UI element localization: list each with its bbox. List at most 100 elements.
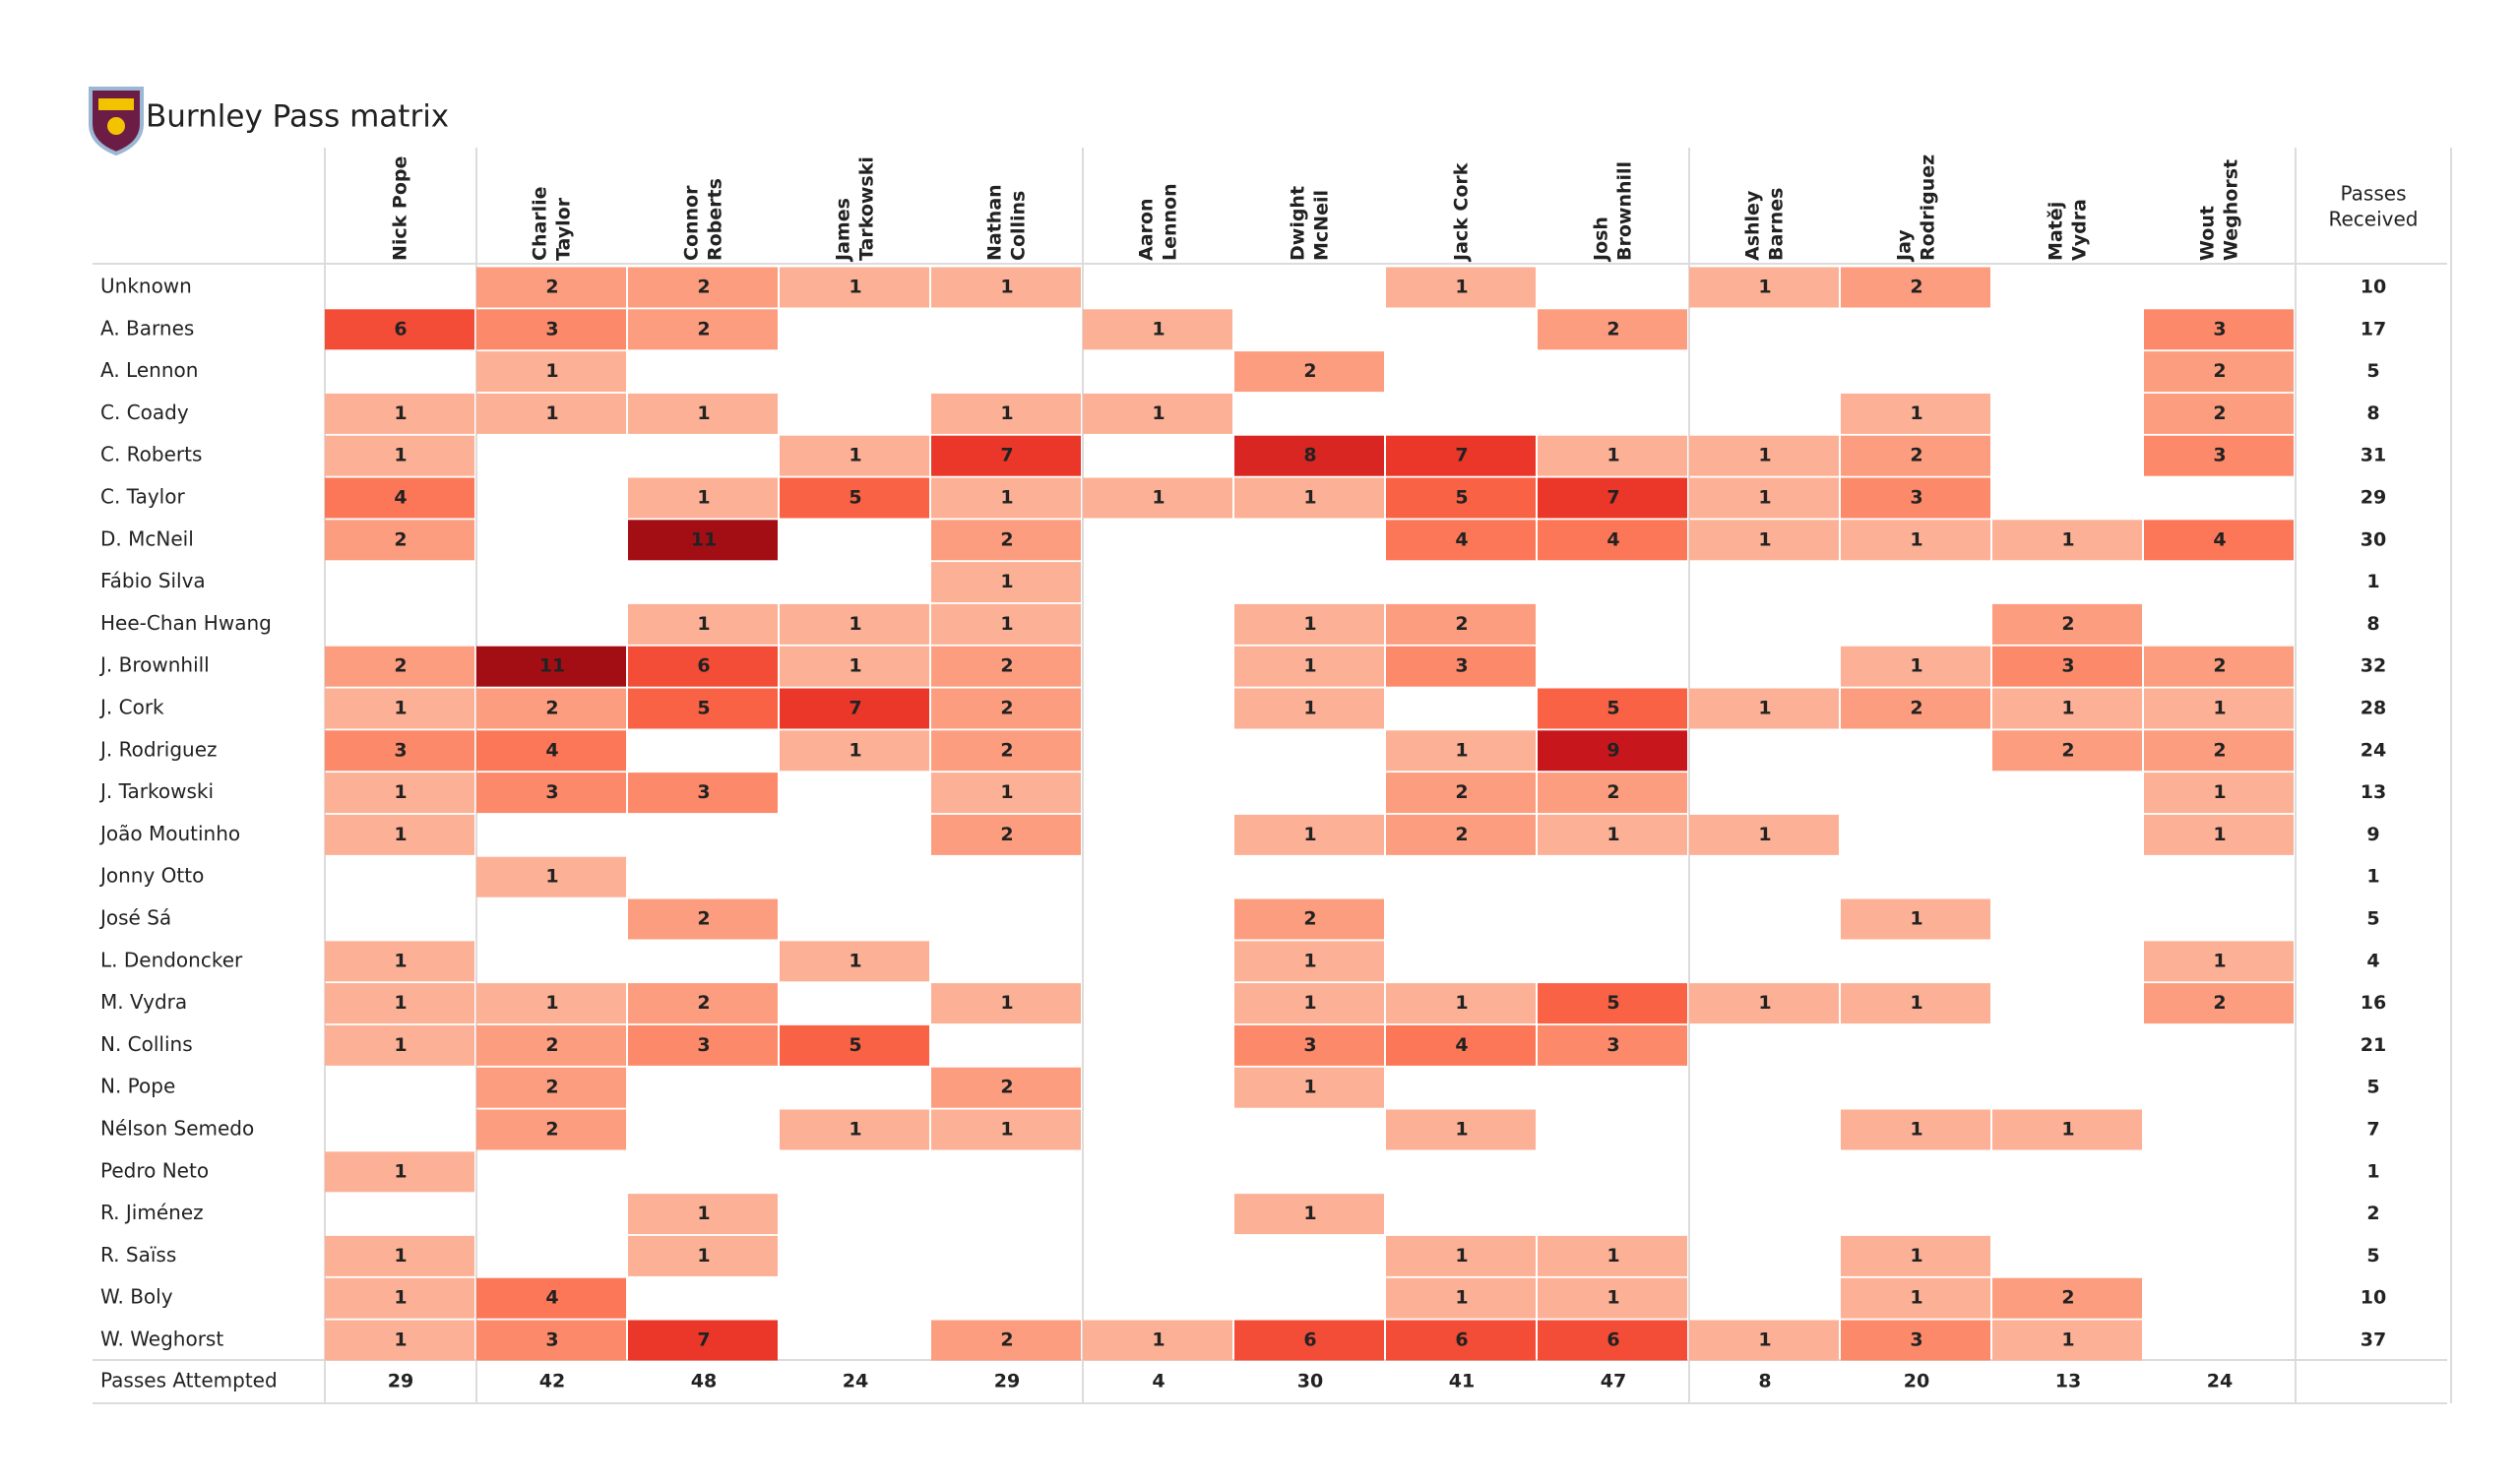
column-header: McNeil: [1311, 190, 1333, 261]
cell-value: 1: [1455, 1245, 1468, 1267]
cell-value: 7: [1455, 445, 1468, 466]
row-label: João Moutinho: [98, 822, 240, 845]
cell-value: 1: [1303, 992, 1316, 1014]
cell-value: 5: [849, 1034, 861, 1056]
cell-value: 1: [1000, 277, 1013, 298]
heat-cell: [1841, 267, 1990, 308]
cell-value: 2: [545, 1119, 558, 1141]
row-label: W. Weghorst: [100, 1328, 223, 1351]
row-total: 10: [2361, 1287, 2386, 1309]
cell-value: 1: [1910, 1287, 1922, 1309]
heat-cell: [2144, 520, 2294, 561]
heat-cell: [1992, 603, 2142, 645]
cell-value: 1: [2061, 528, 2074, 550]
cell-value: 1: [1910, 1245, 1922, 1267]
total-column-header: Received: [2329, 208, 2419, 231]
heat-cell: [628, 267, 778, 308]
column-header: Nick Pope: [390, 156, 411, 261]
heat-cell: [1083, 477, 1232, 519]
column-total: 41: [1449, 1371, 1475, 1392]
heat-cell: [1386, 435, 1536, 476]
cell-value: 6: [1455, 1329, 1468, 1351]
cell-value: 1: [1910, 402, 1922, 424]
row-label: Nélson Semedo: [100, 1117, 254, 1141]
heat-cell: [1689, 1320, 1839, 1361]
column-header: Aaron: [1136, 199, 1158, 261]
row-label: Pedro Neto: [100, 1158, 209, 1182]
cell-value: 1: [1758, 992, 1771, 1014]
column-header: Collins: [1008, 191, 1030, 261]
cell-value: 1: [1152, 318, 1165, 340]
column-header: James: [833, 198, 854, 263]
cell-value: 1: [2213, 824, 2226, 845]
cell-value: 2: [2213, 360, 2226, 382]
heat-cell: [1386, 1024, 1536, 1066]
cell-value: 8: [1303, 445, 1316, 466]
heat-cell: [1538, 688, 1687, 729]
heat-cell: [931, 1109, 1081, 1150]
heat-cell: [1386, 730, 1536, 772]
cell-value: 2: [1303, 360, 1316, 382]
column-header: Charlie: [530, 186, 551, 261]
heat-cell: [1992, 688, 2142, 729]
heat-cell: [1386, 477, 1536, 519]
total-column-header: Passes: [2341, 182, 2407, 206]
cell-value: 5: [697, 698, 710, 719]
heat-cell: [1386, 1109, 1536, 1150]
heat-cell: [931, 773, 1081, 814]
row-total: 28: [2361, 698, 2386, 719]
cell-value: 7: [697, 1329, 710, 1351]
cell-value: 1: [1000, 781, 1013, 803]
heat-cell: [931, 983, 1081, 1024]
chart-title: Burnley Pass matrix: [146, 99, 449, 135]
heat-cell: [2144, 941, 2294, 982]
cell-value: 3: [545, 1329, 558, 1351]
column-header: Brownhill: [1614, 161, 1636, 261]
heat-cell: [628, 773, 778, 814]
cell-value: 2: [2061, 1287, 2074, 1309]
heat-cell: [325, 1320, 474, 1361]
cell-value: 1: [394, 698, 407, 719]
heat-cell: [931, 435, 1081, 476]
cell-value: 2: [1000, 528, 1013, 550]
column-total: 24: [2207, 1371, 2233, 1392]
row-total: 5: [2366, 908, 2379, 930]
row-total: 5: [2366, 1077, 2379, 1098]
heat-cell: [1386, 814, 1536, 855]
cell-value: 1: [394, 445, 407, 466]
heat-cell: [628, 688, 778, 729]
row-label: J. Tarkowski: [98, 779, 214, 803]
cell-value: 3: [1455, 655, 1468, 677]
column-header: Tarkowski: [856, 156, 878, 261]
cell-value: 1: [1152, 487, 1165, 509]
heat-cell: [1538, 1235, 1687, 1276]
heat-cell: [1841, 520, 1990, 561]
heat-cell: [1538, 730, 1687, 772]
column-header: Taylor: [553, 197, 575, 261]
row-label: Jonny Otto: [98, 864, 204, 888]
cell-value: 1: [394, 1034, 407, 1056]
cell-value: 5: [1606, 992, 1619, 1014]
heat-cell: [1841, 1320, 1990, 1361]
heat-cell: [1234, 603, 1384, 645]
column-total: 4: [1152, 1371, 1165, 1392]
heat-cell: [1234, 1320, 1384, 1361]
cell-value: 1: [1758, 445, 1771, 466]
column-total: 20: [1904, 1371, 1929, 1392]
cell-value: 4: [545, 1287, 558, 1309]
heat-cell: [1992, 646, 2142, 687]
heat-cell: [780, 730, 929, 772]
cell-value: 11: [539, 655, 565, 677]
cell-value: 1: [697, 402, 710, 424]
heat-cell: [780, 267, 929, 308]
cell-value: 3: [1303, 1034, 1316, 1056]
cell-value: 3: [2213, 445, 2226, 466]
cell-value: 1: [1000, 571, 1013, 592]
cell-value: 1: [1303, 613, 1316, 635]
heat-cell: [476, 1320, 626, 1361]
cell-value: 2: [2061, 739, 2074, 761]
heat-cell: [1538, 983, 1687, 1024]
row-label: J. Rodriguez: [98, 737, 218, 761]
heat-cell: [2144, 393, 2294, 434]
